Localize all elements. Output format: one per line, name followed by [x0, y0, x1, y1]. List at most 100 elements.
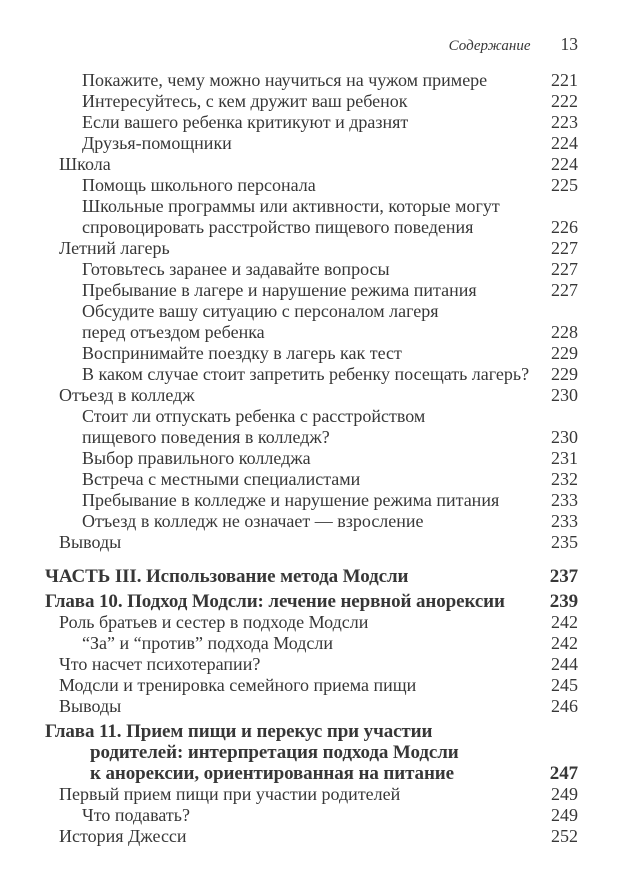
- toc-entry-page: 222: [551, 91, 578, 111]
- toc-entry-title: Встреча с местными специалистами: [45, 469, 541, 490]
- toc-entry[interactable]: Встреча с местными специалистами 232: [45, 469, 578, 490]
- toc-entry[interactable]: Роль братьев и сестер в подходе Модсли 24…: [45, 612, 578, 633]
- toc-entry-text: Выводы: [59, 696, 122, 716]
- toc-entry-text: Что подавать?: [82, 805, 190, 825]
- toc-entry-page: 230: [551, 427, 578, 447]
- toc-entry-text: Пребывание в колледже и нарушение режима…: [82, 490, 500, 510]
- toc-entry[interactable]: Отъезд в колледж не означает — взрослени…: [45, 511, 578, 532]
- toc-entry[interactable]: Модсли и тренировка семейного приема пищ…: [45, 675, 578, 696]
- toc-entry-page: 229: [551, 364, 578, 384]
- toc-entry[interactable]: Выводы 246: [45, 696, 578, 717]
- toc-entry-text: Что насчет психотерапии?: [59, 654, 261, 674]
- toc-entry[interactable]: Помощь школьного персонала 225: [45, 175, 578, 196]
- toc-entry-title: Отъезд в колледж не означает — взрослени…: [45, 511, 541, 532]
- toc-entry-text: История Джесси: [59, 826, 187, 846]
- toc-entry-page: 225: [551, 175, 578, 195]
- toc-entry-page: 226: [551, 217, 578, 237]
- toc-entry-title: Первый прием пищи при участии родителей: [45, 784, 541, 805]
- toc-entry-title: Покажите, чему можно научиться на чужом …: [45, 70, 541, 91]
- toc-entry-page: 224: [551, 133, 578, 153]
- toc-entry-text: перед отъездом ребенка: [82, 322, 265, 342]
- toc-entry[interactable]: Выбор правильного колледжа 231: [45, 448, 578, 469]
- toc-entry[interactable]: Готовьтесь заранее и задавайте вопросы 22…: [45, 259, 578, 280]
- toc-entry-title: Друзья-помощники: [45, 133, 541, 154]
- toc-entry-text: Отъезд в колледж не означает — взрослени…: [82, 511, 424, 531]
- toc-entry-page: 233: [551, 511, 578, 531]
- toc-entry[interactable]: “За” и “против” подхода Модсли 242: [45, 633, 578, 654]
- toc-entry-title: Выбор правильного колледжа: [45, 448, 541, 469]
- toc-entry-page: 223: [551, 112, 578, 132]
- toc-entry[interactable]: Пребывание в колледже и нарушение режима…: [45, 490, 578, 511]
- toc-entry-title: Воспринимайте поездку в лагерь как тест: [45, 343, 541, 364]
- toc-entry-text: Глава 10. Подход Модсли: лечение нервной…: [45, 591, 505, 612]
- toc-entry-text: Первый прием пищи при участии родителей: [59, 784, 401, 804]
- toc-entry-text: В каком случае стоит запретить ребенку п…: [82, 364, 530, 384]
- toc-entry[interactable]: Глава 10. Подход Модсли: лечение нервной…: [45, 591, 578, 612]
- toc-entry[interactable]: Покажите, чему можно научиться на чужом …: [45, 70, 578, 91]
- toc-entry-text: Школа: [59, 154, 111, 174]
- toc-entry[interactable]: Что насчет психотерапии? 244: [45, 654, 578, 675]
- toc-entry-title: Обсудите вашу ситуацию с персоналом лаге…: [45, 301, 541, 343]
- toc-entry-title: Отъезд в колледж: [45, 385, 541, 406]
- toc-entry-text: Отъезд в колледж: [59, 385, 195, 405]
- toc-entry[interactable]: Стоит ли отпускать ребенка с расстройств…: [45, 406, 578, 448]
- toc-entry[interactable]: История Джесси 252: [45, 826, 578, 847]
- toc-entry[interactable]: Что подавать? 249: [45, 805, 578, 826]
- toc-entry-title: Школа: [45, 154, 541, 175]
- toc-entry[interactable]: Воспринимайте поездку в лагерь как тест 2…: [45, 343, 578, 364]
- toc-entry[interactable]: Первый прием пищи при участии родителей 2…: [45, 784, 578, 805]
- toc-entry-page: 252: [551, 826, 578, 846]
- toc-entry-page: 244: [551, 654, 578, 674]
- toc-entry-page: 247: [549, 763, 578, 784]
- toc-entry[interactable]: Пребывание в лагере и нарушение режима п…: [45, 280, 578, 301]
- toc-entry[interactable]: Друзья-помощники 224: [45, 133, 578, 154]
- toc-entry[interactable]: Глава 11. Прием пищи и перекус при участ…: [45, 721, 578, 784]
- toc-entry-text: Встреча с местными специалистами: [82, 469, 361, 489]
- toc-entry-page: 224: [551, 154, 578, 174]
- toc-entry-text: к анорексии, ориентированная на питание: [90, 763, 454, 784]
- toc-entry-text: Обсудите вашу ситуацию с персоналом лаге…: [82, 301, 439, 321]
- toc-entry-text: Роль братьев и сестер в подходе Модсли: [59, 612, 369, 632]
- toc-entry-text: пищевого поведения в колледж?: [82, 427, 330, 447]
- toc-entry-title: Выводы: [45, 532, 541, 553]
- toc-entry[interactable]: Обсудите вашу ситуацию с персоналом лаге…: [45, 301, 578, 343]
- toc-entry-text: “За” и “против” подхода Модсли: [82, 633, 334, 653]
- toc-entry-text: Школьные программы или активности, котор…: [82, 196, 500, 216]
- toc-entry-page: 232: [551, 469, 578, 489]
- toc-entry-page: 227: [551, 238, 578, 258]
- toc-entry-text: Если вашего ребенка критикуют и дразнят: [82, 112, 409, 132]
- toc-entry-text: Модсли и тренировка семейного приема пищ…: [59, 675, 417, 695]
- toc-entry-text: Выбор правильного колледжа: [82, 448, 311, 468]
- toc-entry-title: Готовьтесь заранее и задавайте вопросы: [45, 259, 541, 280]
- toc-entry-text: Помощь школьного персонала: [82, 175, 316, 195]
- toc-entry[interactable]: Выводы 235: [45, 532, 578, 553]
- toc-entry[interactable]: ЧАСТЬ III. Использование метода Модсли 23…: [45, 566, 578, 587]
- toc-entry[interactable]: Отъезд в колледж 230: [45, 385, 578, 406]
- toc-entry-page: 228: [551, 322, 578, 342]
- toc-entry[interactable]: Если вашего ребенка критикуют и дразнят 2…: [45, 112, 578, 133]
- toc-entry-text: Пребывание в лагере и нарушение режима п…: [82, 280, 477, 300]
- toc-entry[interactable]: Школа 224: [45, 154, 578, 175]
- toc-entry[interactable]: Интересуйтесь, с кем дружит ваш ребенок 2…: [45, 91, 578, 112]
- toc-entry-text: Стоит ли отпускать ребенка с расстройств…: [82, 406, 426, 426]
- page-number: 13: [560, 34, 579, 54]
- toc-entry[interactable]: В каком случае стоит запретить ребенку п…: [45, 364, 578, 385]
- toc-entry-title: Школьные программы или активности, котор…: [45, 196, 541, 238]
- toc-entry-page: 245: [551, 675, 578, 695]
- running-title: Содержание: [448, 38, 531, 54]
- toc-entry-title: История Джесси: [45, 826, 541, 847]
- toc-entry-title: Глава 11. Прием пищи и перекус при участ…: [45, 721, 540, 784]
- toc-entry-text: Воспринимайте поездку в лагерь как тест: [82, 343, 402, 363]
- toc-entry-text: спровоцировать расстройство пищевого пов…: [82, 217, 474, 237]
- toc-entry[interactable]: Летний лагерь 227: [45, 238, 578, 259]
- toc-entry-title: Глава 10. Подход Модсли: лечение нервной…: [45, 591, 540, 612]
- toc-entry-title: Выводы: [45, 696, 541, 717]
- toc-entry-page: 249: [551, 805, 578, 825]
- toc-entry-text: ЧАСТЬ III. Использование метода Модсли: [45, 566, 409, 587]
- toc-entry-title: Помощь школьного персонала: [45, 175, 541, 196]
- toc-entry-text: Глава 11. Прием пищи и перекус при участ…: [45, 721, 433, 742]
- toc-entry-page: 242: [551, 612, 578, 632]
- toc-entry[interactable]: Школьные программы или активности, котор…: [45, 196, 578, 238]
- toc-entry-page: 235: [551, 532, 578, 552]
